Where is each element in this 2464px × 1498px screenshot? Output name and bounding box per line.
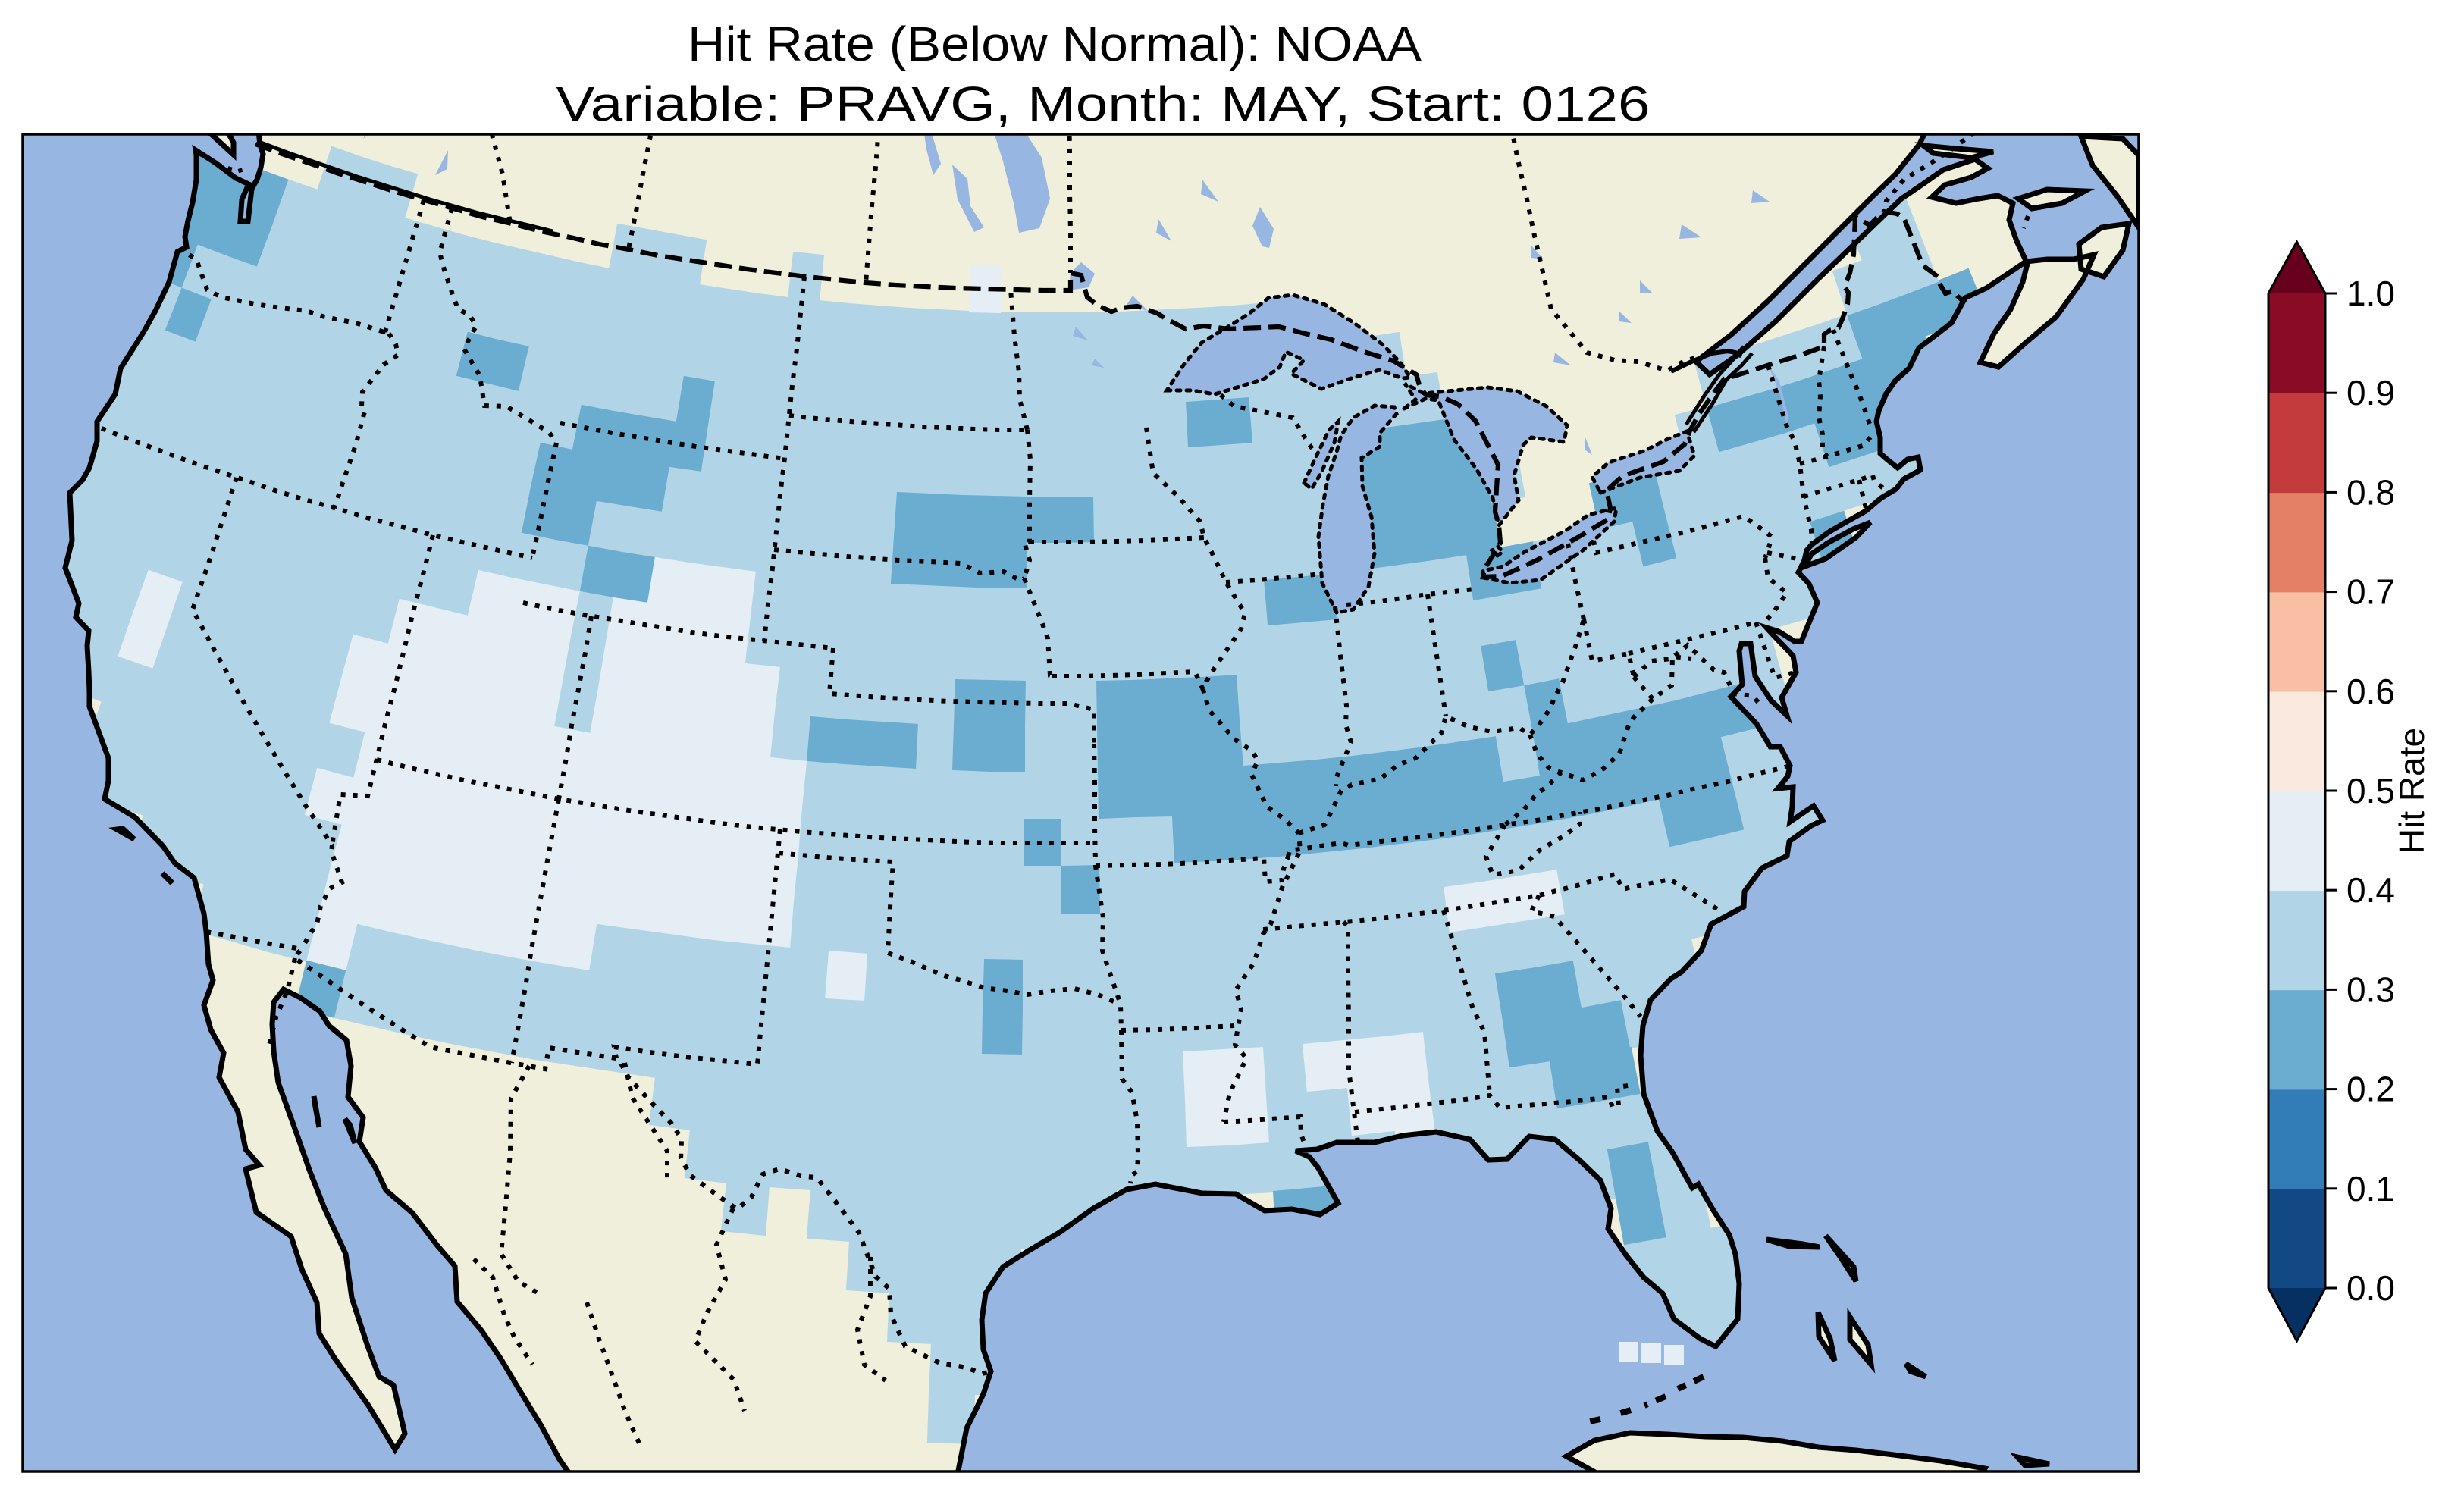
svg-text:0.4: 0.4 bbox=[2346, 870, 2395, 910]
svg-text:0.9: 0.9 bbox=[2346, 373, 2395, 412]
svg-text:0.8: 0.8 bbox=[2346, 472, 2395, 512]
svg-text:Hit Rate: Hit Rate bbox=[2392, 728, 2431, 854]
svg-text:Hit Rate (Below Normal): NOAA: Hit Rate (Below Normal): NOAA bbox=[688, 17, 1422, 71]
svg-text:1.0: 1.0 bbox=[2346, 274, 2395, 313]
svg-text:0.6: 0.6 bbox=[2346, 672, 2395, 711]
svg-text:0.1: 0.1 bbox=[2346, 1169, 2395, 1208]
svg-text:0.3: 0.3 bbox=[2346, 970, 2395, 1009]
svg-text:0.2: 0.2 bbox=[2346, 1070, 2395, 1109]
svg-text:0.5: 0.5 bbox=[2346, 771, 2395, 810]
svg-text:0.0: 0.0 bbox=[2346, 1268, 2395, 1308]
svg-text:Variable: PRAVG, Month: MAY, S: Variable: PRAVG, Month: MAY, Start: 0126 bbox=[556, 77, 1651, 131]
svg-text:0.7: 0.7 bbox=[2346, 572, 2395, 612]
